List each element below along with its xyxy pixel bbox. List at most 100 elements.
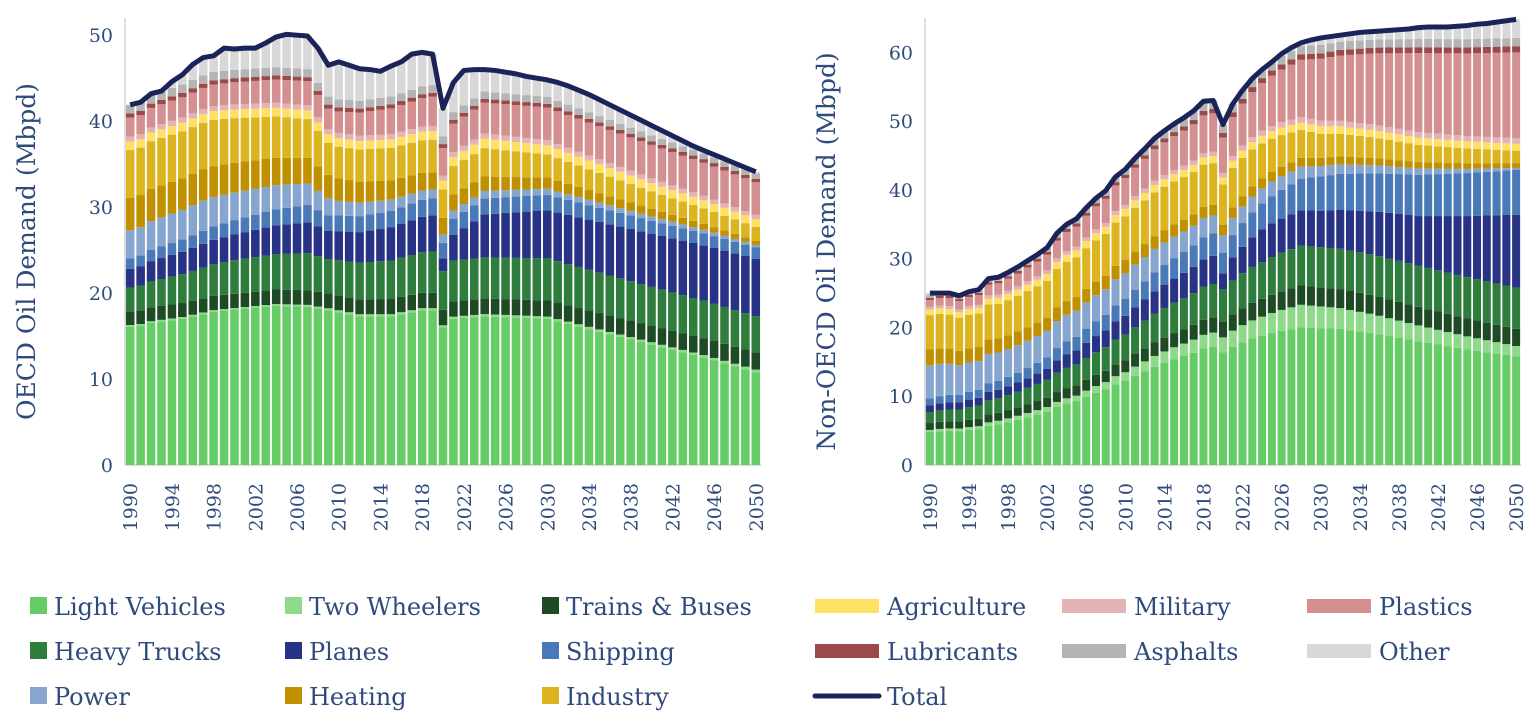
bar-heavy-trucks [730, 310, 740, 347]
bar-plastics [1346, 54, 1355, 122]
bar-industry [532, 153, 542, 178]
bar-other [334, 61, 344, 100]
bar-asphalts [1267, 62, 1276, 71]
bar-plastics [1170, 136, 1179, 170]
bar-heavy-trucks [994, 398, 1003, 413]
bar-military [1267, 125, 1276, 132]
bar-heavy-trucks [699, 300, 708, 339]
bar-heavy-trucks [1023, 387, 1032, 405]
bar-industry [1228, 168, 1237, 208]
bar-heavy-trucks [584, 269, 594, 311]
bar-light-vehicles [157, 321, 166, 465]
bar-heavy-trucks [1150, 313, 1159, 343]
bar-heating [1443, 162, 1452, 169]
bar-agriculture [1082, 241, 1091, 249]
bar-planes [1023, 378, 1032, 388]
bar-asphalts [240, 69, 250, 78]
bar-heavy-trucks [553, 261, 562, 304]
bar-heating [1336, 156, 1345, 165]
bar-power [657, 219, 667, 224]
bar-industry [219, 118, 229, 165]
bar-light-vehicles [955, 431, 964, 465]
bar-industry [198, 122, 208, 170]
bar-two-wheelers [1414, 325, 1423, 342]
bar-military [438, 175, 448, 181]
bar-trains-and-buses [1346, 291, 1355, 310]
y-tick-label: 10 [89, 369, 113, 391]
bar-other [595, 99, 604, 117]
bar-trains-and-buses [1512, 328, 1521, 347]
x-tick-label: 1998 [998, 483, 1020, 531]
bar-industry [1297, 130, 1306, 158]
bar-plastics [1248, 92, 1257, 138]
bar-light-vehicles [1385, 336, 1394, 465]
bar-other [449, 82, 458, 113]
legend-label: Other [1379, 638, 1450, 666]
bar-heating [1121, 260, 1130, 274]
bar-heavy-trucks [438, 271, 448, 310]
bar-heavy-trucks [428, 251, 437, 293]
bar-asphalts [334, 99, 344, 108]
bar-plastics [334, 111, 344, 133]
bar-plastics [1228, 117, 1237, 157]
bar-other [657, 130, 667, 139]
y-tick-label: 40 [89, 111, 113, 133]
bar-agriculture [386, 139, 396, 148]
bar-two-wheelers [490, 314, 500, 317]
bar-plastics [522, 105, 531, 138]
bar-agriculture [730, 211, 740, 220]
bar-industry [292, 118, 302, 158]
bar-agriculture [209, 111, 218, 120]
legend-item-agriculture: Agriculture [815, 593, 1026, 621]
bar-heavy-trucks [720, 306, 729, 344]
bar-shipping [1277, 189, 1286, 219]
bar-shipping [1101, 314, 1110, 331]
bar-asphalts [563, 104, 573, 112]
bar-two-wheelers [1209, 332, 1218, 347]
bar-military [974, 304, 983, 308]
bar-military [1385, 127, 1394, 133]
bar-power [1424, 168, 1433, 175]
bar-power [209, 197, 218, 227]
bar-asphalts [720, 161, 729, 167]
bar-two-wheelers [157, 319, 166, 322]
bar-planes [709, 247, 719, 304]
bar-light-vehicles [386, 316, 396, 465]
bar-plastics [532, 106, 542, 140]
bar-heating [1170, 224, 1179, 237]
bar-plastics [563, 114, 573, 148]
bar-lubricants [188, 88, 198, 93]
bar-two-wheelers [1355, 311, 1364, 332]
bar-industry [1316, 133, 1325, 158]
bar-trains-and-buses [647, 325, 656, 343]
bar-heating [449, 194, 458, 211]
bar-agriculture [994, 297, 1003, 304]
bar-shipping [1052, 348, 1061, 361]
bar-planes [1336, 209, 1345, 249]
bar-agriculture [699, 200, 708, 209]
bar-other [209, 55, 218, 72]
bar-power [626, 210, 635, 216]
bar-trains-and-buses [1492, 324, 1501, 343]
bar-military [955, 309, 964, 313]
bar-plastics [219, 83, 229, 106]
bar-heating [1004, 335, 1013, 350]
bar-shipping [1082, 328, 1091, 343]
bar-shipping [1043, 357, 1052, 369]
bar-agriculture [490, 139, 500, 150]
bar-two-wheelers [1033, 410, 1042, 415]
bar-light-vehicles [668, 349, 677, 465]
bar-military [1170, 169, 1179, 175]
bar-shipping [1414, 174, 1423, 217]
bar-heavy-trucks [417, 252, 427, 293]
bar-shipping [574, 202, 583, 218]
bar-plastics [136, 114, 145, 135]
bar-heating [1404, 161, 1413, 168]
bar-military [1121, 204, 1130, 209]
bar-military [459, 145, 469, 151]
bar-trains-and-buses [1013, 407, 1022, 416]
bar-plastics [1033, 261, 1042, 277]
bar-asphalts [1346, 41, 1355, 50]
bar-asphalts [1218, 124, 1227, 133]
bar-plastics [292, 80, 302, 105]
